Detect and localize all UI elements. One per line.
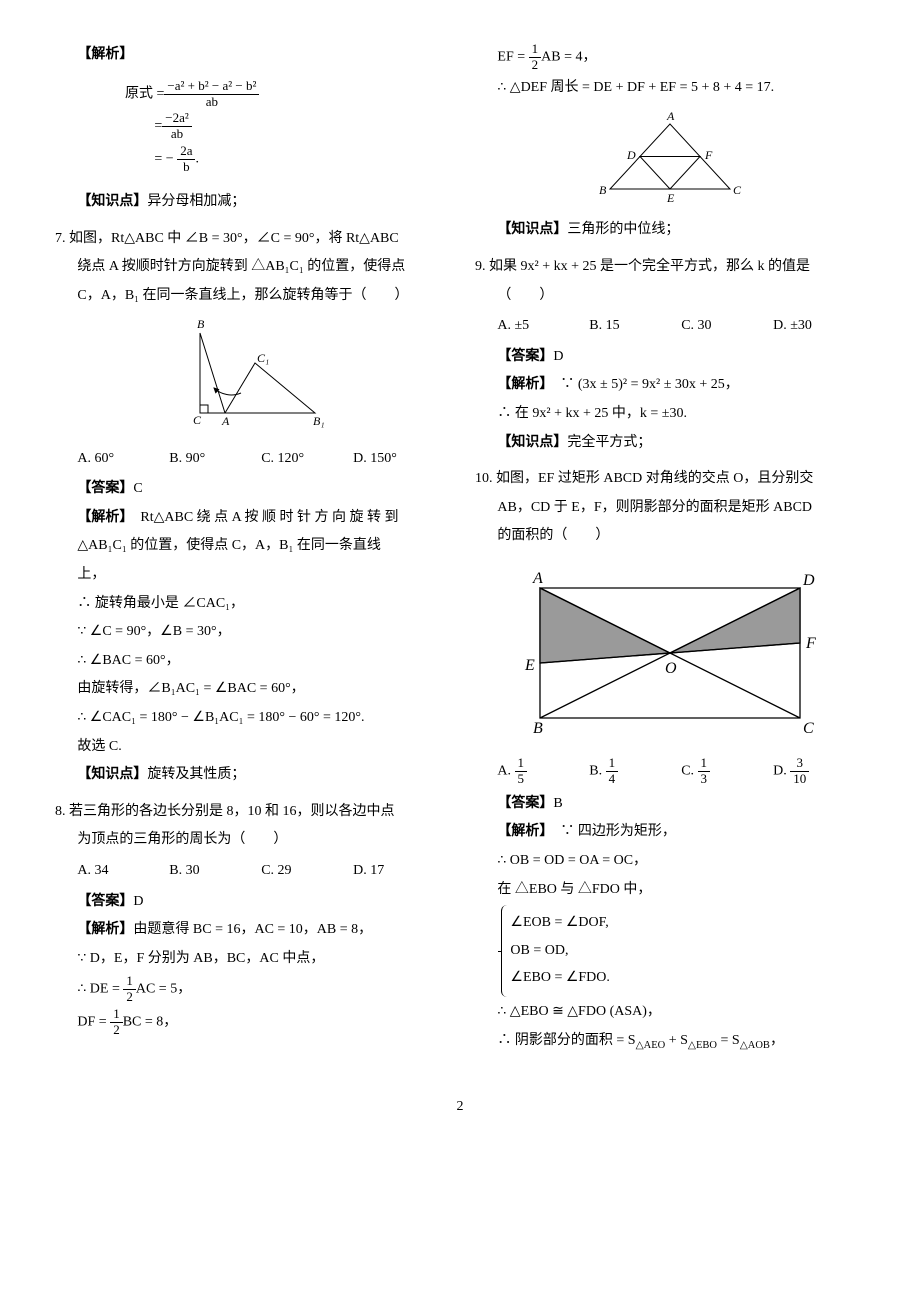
solution-label: 【解析】 (77, 510, 126, 525)
choice-b: B. 90° (169, 446, 261, 473)
kp-label: 【知识点】 (77, 194, 147, 209)
answer-value: B (553, 796, 562, 811)
q9: 9. 如果 9x² + kx + 25 是一个完全平方式，那么 k 的值是 （ … (475, 254, 865, 456)
choice-b: B. 15 (589, 313, 681, 340)
q-num: 7. (55, 231, 66, 246)
choice-d: D. 150° (353, 446, 445, 473)
q7-figure: B C A B₁ C₁ (165, 318, 335, 438)
choice-c: C. 29 (261, 858, 353, 885)
q8-choices: A. 34 B. 30 C. 29 D. 17 (55, 858, 445, 885)
q10-figure: A D B C E F O (500, 558, 840, 748)
q10-choices: A. 15 B. 14 C. 13 D. 310 (475, 756, 865, 787)
svg-text:A: A (221, 414, 230, 428)
q7: 7. 如图，Rt△ABC 中 ∠B = 30°，∠C = 90°，将 Rt△AB… (55, 226, 445, 789)
solution-label: 【解析】 (77, 922, 133, 937)
q6-solution: 【解析】 原式 =−a² + b² − a² − b²ab =−2a²ab = … (55, 42, 445, 216)
solution-label: 【解析】 (77, 47, 133, 62)
svg-text:C: C (803, 720, 814, 737)
choice-d: D. 17 (353, 858, 445, 885)
answer-label: 【答案】 (497, 796, 553, 811)
kp-text: 旋转及其性质； (147, 767, 245, 782)
svg-text:E: E (524, 657, 535, 674)
svg-text:A: A (666, 109, 675, 123)
page-number: 2 (55, 1094, 865, 1121)
svg-text:A: A (532, 570, 543, 587)
kp-text: 异分母相加减； (147, 194, 245, 209)
q6-equation-block: 原式 =−a² + b² − a² − b²ab =−2a²ab = − 2ab… (55, 79, 445, 176)
answer-label: 【答案】 (77, 481, 133, 496)
svg-text:B: B (197, 318, 205, 331)
q8-cont: EF = 12AB = 4， ∴ △DEF 周长 = DE + DF + EF … (475, 42, 865, 244)
svg-text:B: B (533, 720, 543, 737)
answer-label: 【答案】 (77, 894, 133, 909)
choice-d: D. 310 (773, 756, 865, 787)
q10: 10. 如图，EF 过矩形 ABCD 对角线的交点 O，且分别交 AB，CD 于… (475, 466, 865, 1054)
choice-c: C. 13 (681, 756, 773, 787)
kp-label: 【知识点】 (77, 767, 147, 782)
solution-label: 【解析】 (497, 824, 546, 839)
svg-text:E: E (666, 191, 675, 205)
q8-figure: A B C D E F (585, 109, 755, 209)
choice-b: B. 30 (169, 858, 261, 885)
svg-text:O: O (665, 660, 677, 677)
q10-area-line: ∴ 阴影部分的面积 = S△AEO + S△EBO = S△AOB， (475, 1028, 865, 1055)
q-num: 9. (475, 259, 486, 274)
choice-d: D. ±30 (773, 313, 865, 340)
q8: 8. 若三角形的各边长分别是 8，10 和 16，则以各边中点 为顶点的三角形的… (55, 799, 445, 1038)
kp-text: 完全平方式； (567, 435, 651, 450)
answer-value: D (133, 894, 143, 909)
solution-label: 【解析】 (497, 377, 546, 392)
two-column-layout: 【解析】 原式 =−a² + b² − a² − b²ab =−2a²ab = … (55, 40, 865, 1064)
svg-text:C₁: C₁ (257, 351, 269, 365)
brace-system: ∠EOB = ∠DOF, OB = OD, ∠EBO = ∠FDO. (501, 905, 610, 997)
choice-a: A. 15 (497, 756, 589, 787)
eq-lead: 原式 (125, 86, 153, 101)
svg-text:F: F (805, 635, 816, 652)
kp-label: 【知识点】 (497, 222, 567, 237)
svg-text:D: D (802, 572, 815, 589)
svg-text:B₁: B₁ (313, 414, 325, 428)
kp-text: 三角形的中位线； (567, 222, 679, 237)
left-column: 【解析】 原式 =−a² + b² − a² − b²ab =−2a²ab = … (55, 40, 445, 1064)
q-num: 10. (475, 471, 493, 486)
svg-text:D: D (626, 148, 636, 162)
q7-choices: A. 60° B. 90° C. 120° D. 150° (55, 446, 445, 473)
answer-label: 【答案】 (497, 349, 553, 364)
q9-choices: A. ±5 B. 15 C. 30 D. ±30 (475, 313, 865, 340)
choice-a: A. ±5 (497, 313, 589, 340)
choice-a: A. 60° (77, 446, 169, 473)
choice-c: C. 120° (261, 446, 353, 473)
svg-text:C: C (733, 183, 742, 197)
right-column: EF = 12AB = 4， ∴ △DEF 周长 = DE + DF + EF … (475, 40, 865, 1064)
q-num: 8. (55, 804, 66, 819)
choice-b: B. 14 (589, 756, 681, 787)
svg-text:C: C (193, 413, 202, 427)
choice-c: C. 30 (681, 313, 773, 340)
answer-value: D (553, 349, 563, 364)
svg-text:F: F (704, 148, 713, 162)
answer-value: C (133, 481, 142, 496)
svg-text:B: B (599, 183, 607, 197)
choice-a: A. 34 (77, 858, 169, 885)
kp-label: 【知识点】 (497, 435, 567, 450)
